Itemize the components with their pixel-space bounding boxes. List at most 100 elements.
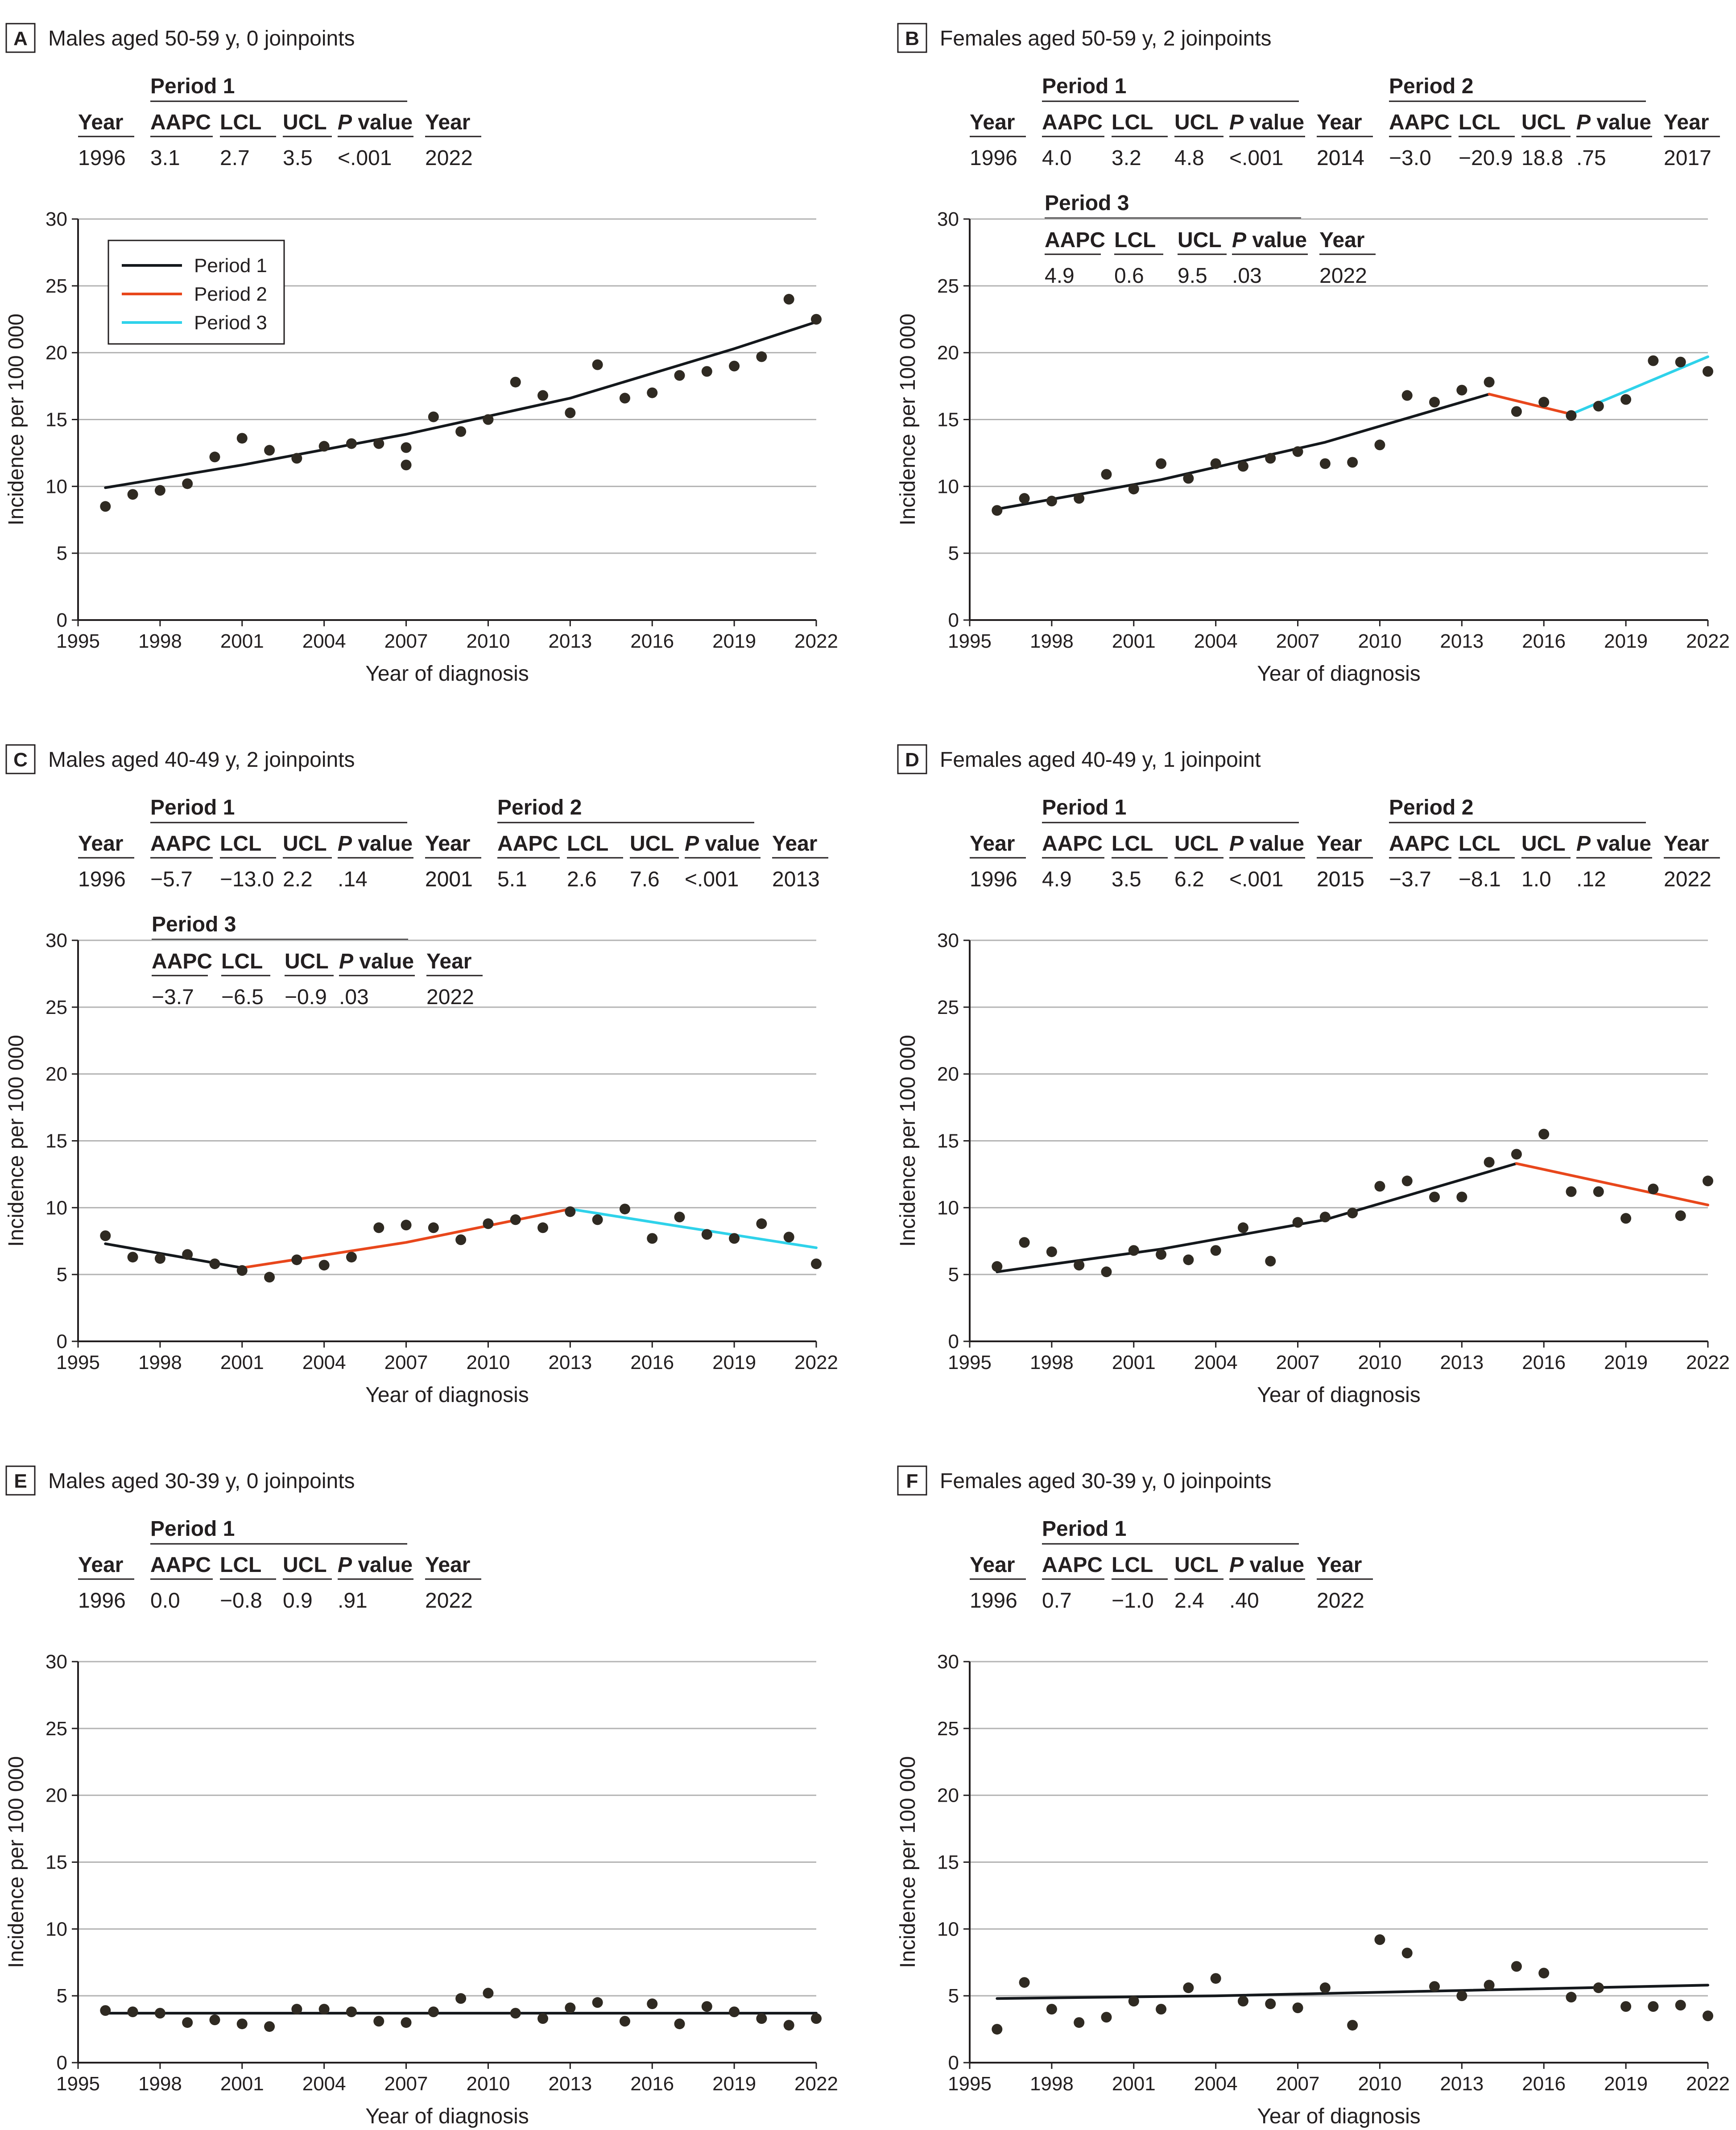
- table-value: 1996: [78, 868, 126, 891]
- data-point: [1319, 458, 1331, 469]
- y-tick-label: 20: [45, 342, 67, 364]
- data-point: [154, 485, 165, 496]
- data-point: [401, 2017, 412, 2028]
- table-value: 2001: [425, 868, 473, 891]
- fitted-line-period-1: [104, 320, 818, 489]
- data-point: [1538, 397, 1550, 408]
- data-point: [1019, 493, 1030, 504]
- aapc-header: AAPC: [1389, 111, 1450, 134]
- y-tick-label: 5: [948, 1985, 959, 2007]
- data-point: [1593, 1982, 1604, 1994]
- table-value: 2014: [1317, 146, 1364, 170]
- x-tick-label: 2022: [1686, 1352, 1730, 1373]
- data-point: [811, 2013, 822, 2024]
- data-point: [455, 426, 467, 437]
- table-value: −0.9: [285, 985, 327, 1009]
- y-tick-label: 15: [937, 1130, 959, 1152]
- panel-letter: C: [13, 749, 28, 771]
- panel-letter-box: [5, 23, 36, 53]
- data-point: [1237, 461, 1248, 472]
- legend-box: [107, 240, 285, 345]
- data-point: [1319, 1982, 1331, 1994]
- period-title: Period 1: [150, 796, 235, 819]
- table-value: 2022: [1664, 868, 1711, 891]
- panel-d: D Females aged 40-49 y, 1 joinpoint Period…: [896, 744, 1730, 1407]
- x-tick-label: 2004: [1194, 1352, 1238, 1373]
- lcl-header: LCL: [220, 1553, 261, 1577]
- table-value: 0.6: [1114, 264, 1144, 288]
- panel-a: A Males aged 50-59 y, 0 joinpoints Period …: [4, 23, 838, 686]
- data-point: [209, 451, 220, 463]
- data-point: [1265, 1256, 1276, 1267]
- data-point: [756, 2013, 767, 2024]
- data-point: [1456, 1191, 1467, 1203]
- x-tick-label: 2016: [1522, 1352, 1566, 1373]
- x-tick-label: 2016: [630, 630, 674, 652]
- table-value: −8.1: [1459, 868, 1501, 891]
- table-value: .40: [1229, 1589, 1259, 1613]
- data-point: [264, 1272, 275, 1283]
- data-point: [401, 1220, 412, 1231]
- data-point: [264, 2021, 275, 2032]
- x-tick-label: 2007: [1276, 2073, 1320, 2095]
- data-point: [483, 1988, 494, 1999]
- x-tick-label: 1998: [1030, 1352, 1074, 1373]
- data-point: [209, 1258, 220, 1270]
- y-tick-label: 5: [57, 1264, 67, 1286]
- aapc-header: AAPC: [150, 111, 211, 134]
- aapc-header: AAPC: [1042, 1553, 1103, 1577]
- y-axis-title: Incidence per 100 000: [896, 1756, 920, 1968]
- y-tick-label: 5: [57, 542, 67, 564]
- data-point: [1074, 1260, 1085, 1271]
- data-point: [1484, 1980, 1495, 1991]
- table-value: 6.2: [1174, 868, 1204, 891]
- panel-title: Males aged 40-49 y, 2 joinpoints: [48, 748, 355, 772]
- data-point: [1648, 1183, 1659, 1195]
- data-point: [1484, 1157, 1495, 1168]
- x-tick-label: 2007: [384, 630, 428, 652]
- fitted-line-period-2: [240, 1208, 572, 1270]
- data-point: [1675, 356, 1686, 368]
- table-value: 2001: [425, 868, 473, 891]
- data-point: [592, 1997, 603, 2008]
- data-point: [619, 393, 630, 404]
- lcl-header: LCL: [220, 832, 261, 856]
- year-header: Year: [1664, 111, 1709, 134]
- y-tick-label: 25: [45, 275, 67, 297]
- fitted-line-period-1: [104, 1242, 244, 1270]
- x-axis-title: Year of diagnosis: [365, 662, 529, 686]
- x-tick-label: 2016: [630, 1352, 674, 1373]
- ucl-header: UCL: [630, 832, 674, 856]
- data-point: [992, 505, 1003, 516]
- x-tick-label: 2004: [1194, 2073, 1238, 2095]
- lcl-header: LCL: [1112, 832, 1153, 856]
- table-value: 2015: [1317, 868, 1364, 891]
- y-tick-label: 0: [57, 1331, 67, 1352]
- fitted-line-period-1: [996, 393, 1491, 511]
- y-tick-label: 30: [45, 1651, 67, 1673]
- x-tick-label: 2004: [302, 630, 346, 652]
- data-point: [565, 1206, 576, 1217]
- table-value: 2022: [425, 1589, 473, 1613]
- data-point: [373, 1222, 384, 1233]
- x-tick-label: 2001: [1112, 1352, 1156, 1373]
- y-axis-title: Incidence per 100 000: [896, 314, 920, 525]
- x-tick-label: 2019: [1604, 2073, 1648, 2095]
- table-value: <.001: [338, 146, 392, 170]
- table-value: 1996: [970, 868, 1017, 891]
- y-axis-title: Incidence per 100 000: [4, 314, 28, 525]
- panel-letter: D: [905, 749, 919, 771]
- x-axis-title: Year of diagnosis: [1257, 1383, 1421, 1407]
- data-point: [1703, 366, 1713, 377]
- x-tick-label: 2022: [1686, 2073, 1730, 2095]
- aapc-header: AAPC: [1389, 832, 1450, 856]
- y-tick-label: 0: [57, 609, 67, 631]
- year-header: Year: [970, 832, 1015, 856]
- period-title: Period 2: [1389, 796, 1473, 819]
- data-point: [1566, 1186, 1577, 1197]
- y-tick-label: 10: [45, 1197, 67, 1219]
- y-tick-label: 30: [937, 930, 959, 951]
- data-point: [100, 1230, 111, 1241]
- x-tick-label: 2013: [1440, 1352, 1484, 1373]
- p-value-header: P value: [1232, 228, 1307, 252]
